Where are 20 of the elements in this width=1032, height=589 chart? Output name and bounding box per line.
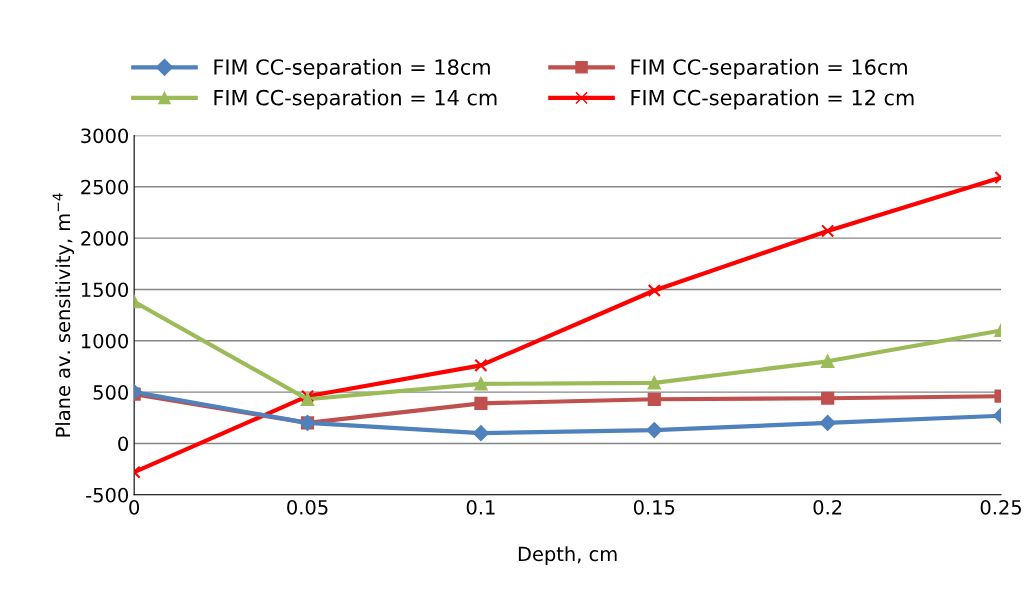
- legend-label: FIM CC-separation = 14 cm: [214, 89, 497, 110]
- y-tick-label: 1000: [81, 333, 129, 349]
- legend-label: FIM CC-separation = 18cm: [214, 58, 490, 79]
- legend-label: FIM CC-separation = 16cm: [631, 58, 907, 79]
- x-axis-title: Depth, cm: [518, 546, 617, 566]
- x-tick-label: 0.25: [980, 499, 1021, 515]
- y-tick-label: 3000: [81, 128, 129, 144]
- y-tick-label: 2500: [81, 179, 129, 195]
- y-tick-label: 2000: [81, 231, 129, 246]
- x-tick-label: 0.15: [633, 499, 675, 515]
- x-tick-label: 0.05: [287, 499, 328, 515]
- x-tick-label: 0: [129, 499, 140, 515]
- y-tick-label: -500: [86, 487, 129, 503]
- y-tick-label: 500: [93, 385, 129, 400]
- legend-label: FIM CC-separation = 12 cm: [631, 89, 914, 110]
- y-tick-label: 1500: [81, 282, 129, 298]
- y-axis-title: Plane av. sensitivity, m$^{−4}$: [52, 193, 75, 437]
- x-tick-label: 0.1: [466, 499, 495, 515]
- y-tick-label: 0: [118, 436, 129, 452]
- x-tick-label: 0.2: [813, 499, 842, 515]
